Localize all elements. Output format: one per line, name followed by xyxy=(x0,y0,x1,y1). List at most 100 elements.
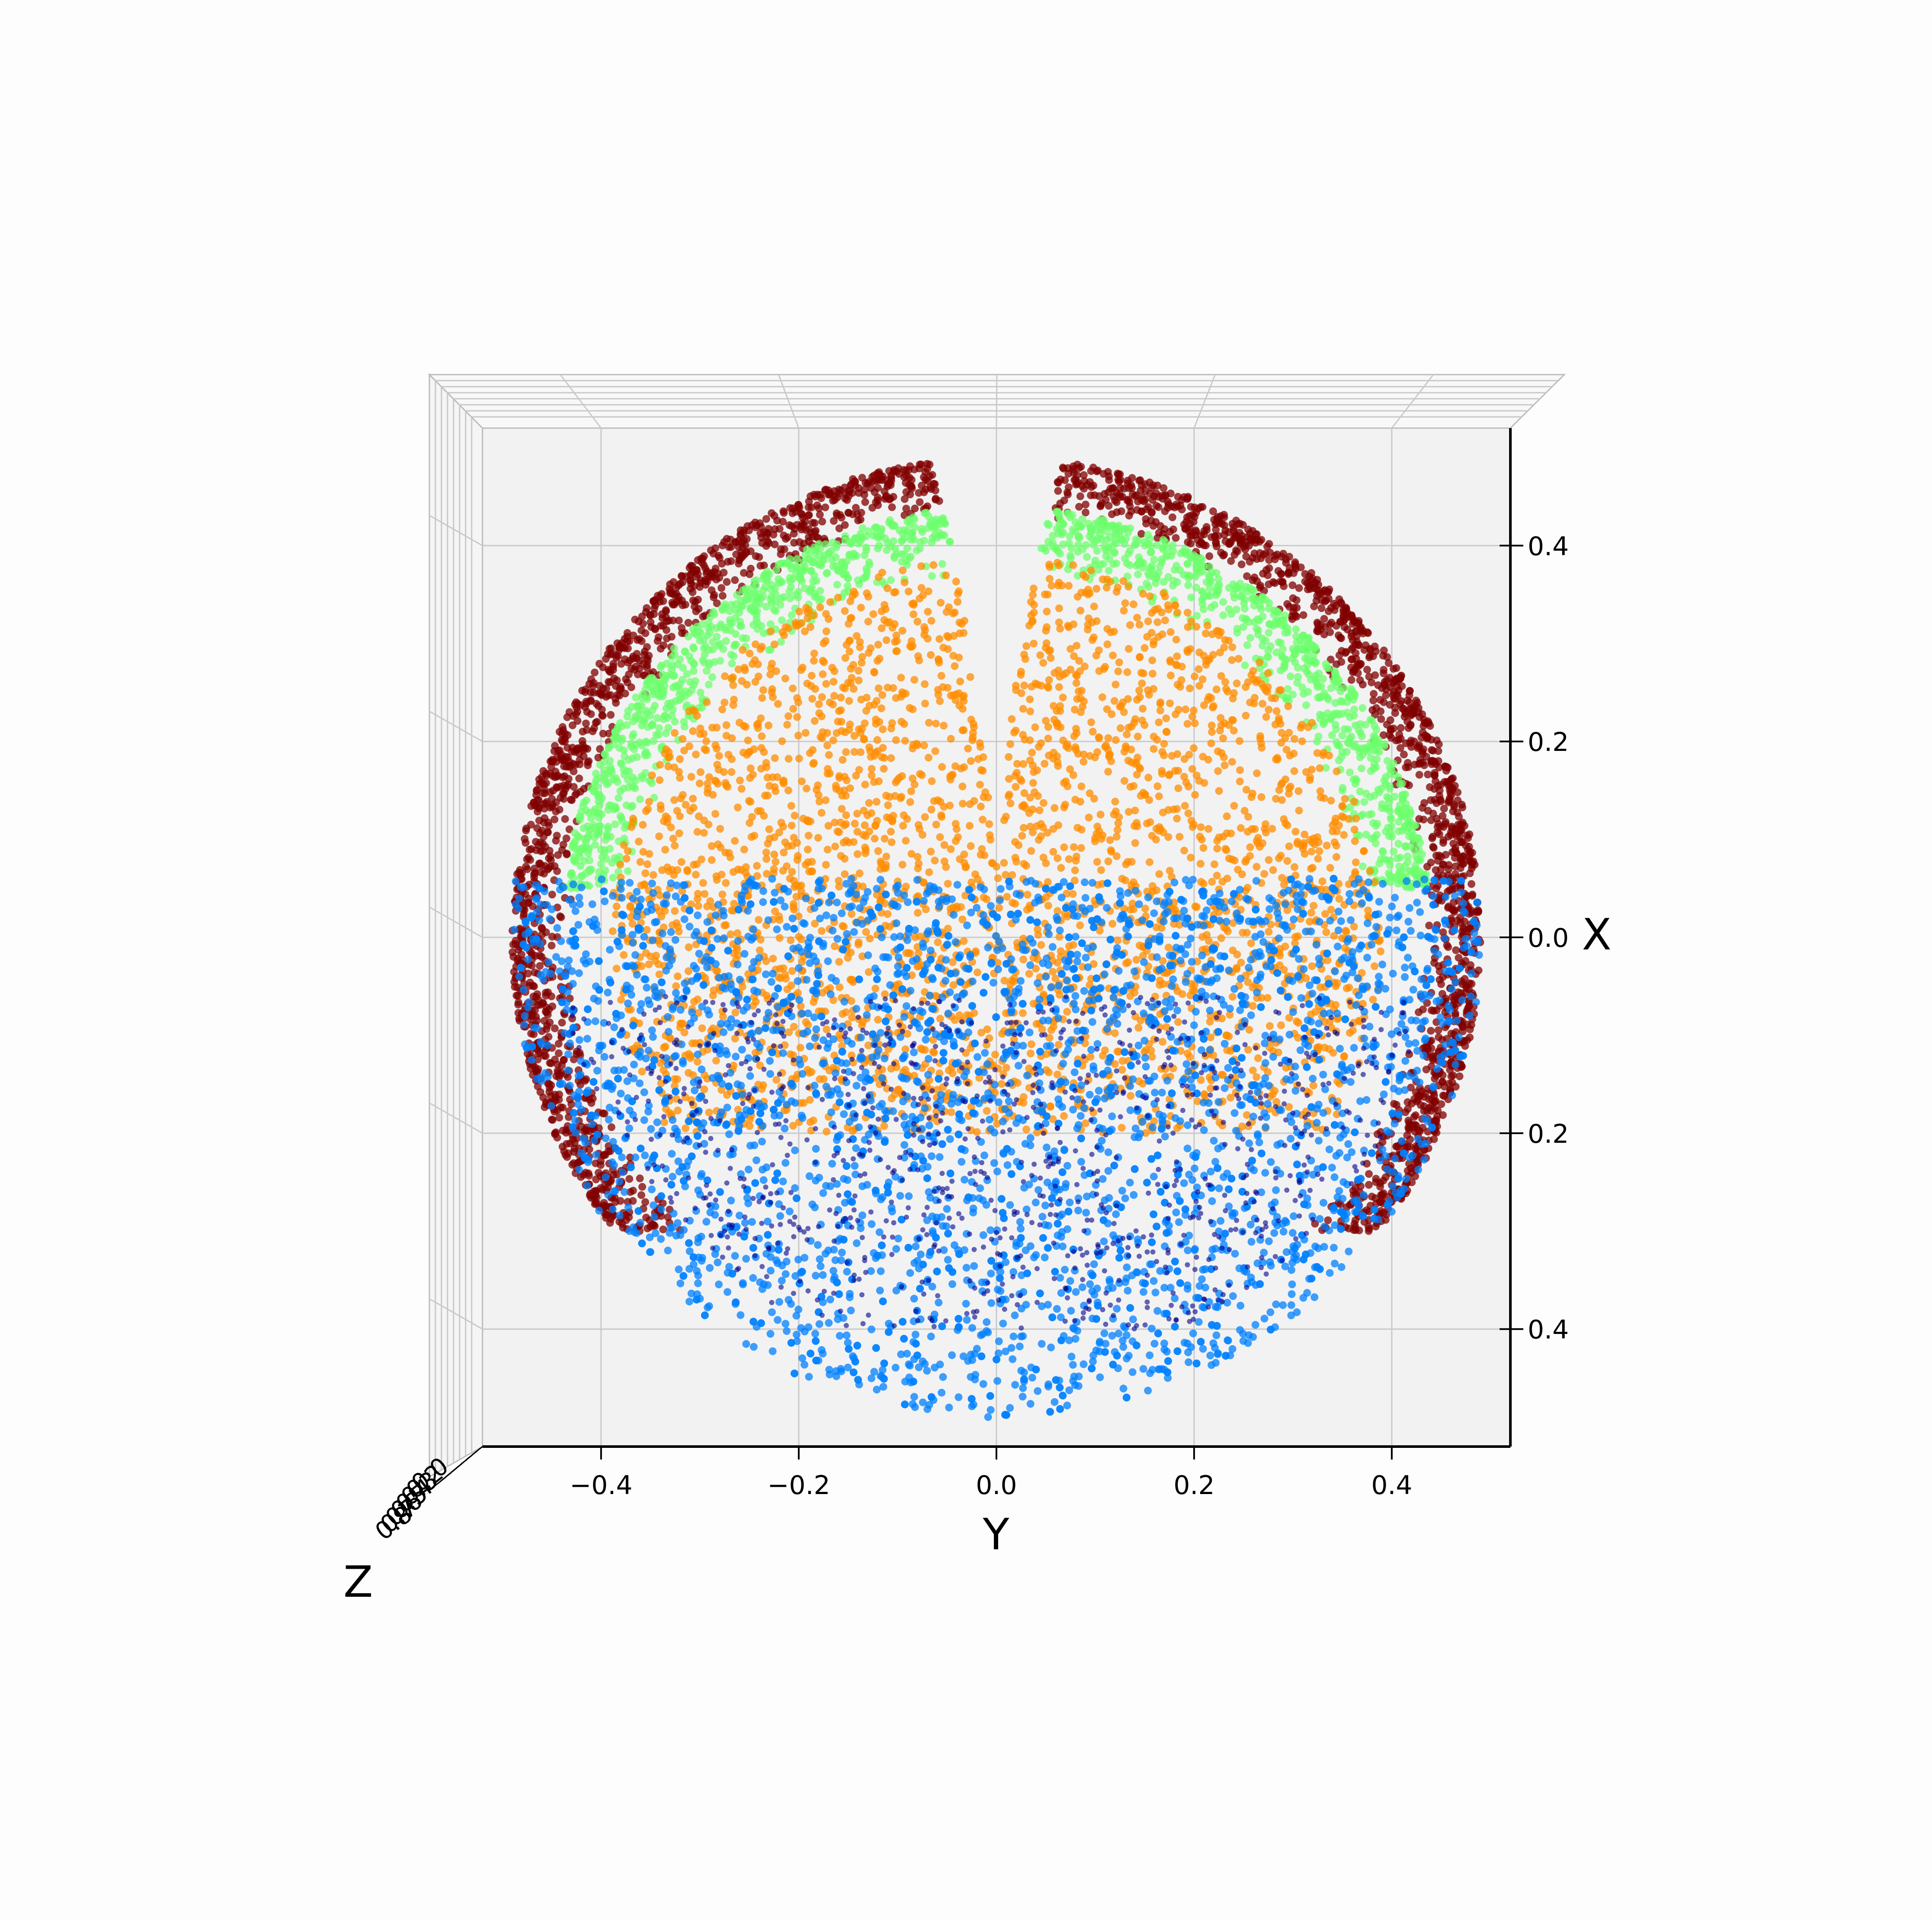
data-point xyxy=(1094,566,1103,574)
data-point xyxy=(693,1058,702,1066)
data-point xyxy=(1258,793,1265,801)
data-point xyxy=(1098,515,1106,523)
data-point xyxy=(1369,819,1377,827)
data-point xyxy=(738,553,746,561)
data-point xyxy=(648,674,656,682)
data-point xyxy=(1155,529,1163,537)
data-point xyxy=(1242,616,1250,624)
data-point xyxy=(829,736,837,744)
data-point xyxy=(1421,1043,1429,1051)
data-point xyxy=(1135,686,1143,694)
data-point xyxy=(508,948,517,956)
data-point xyxy=(1289,581,1297,590)
data-point xyxy=(902,557,910,565)
data-point xyxy=(1360,798,1368,806)
data-point xyxy=(898,861,907,869)
data-point xyxy=(936,697,944,705)
data-point xyxy=(1090,541,1097,549)
data-point xyxy=(1164,573,1172,581)
data-point xyxy=(546,1059,554,1067)
data-point xyxy=(865,561,873,569)
data-point xyxy=(696,583,704,591)
pane-edge xyxy=(441,386,1552,1470)
data-point xyxy=(1097,502,1105,511)
data-point xyxy=(818,517,826,526)
data-point xyxy=(574,717,582,725)
data-point xyxy=(1244,525,1252,533)
data-point xyxy=(758,694,766,702)
data-point xyxy=(1392,664,1400,672)
data-point xyxy=(1106,485,1115,493)
data-point xyxy=(1320,615,1328,623)
data-point xyxy=(1393,854,1401,863)
data-point xyxy=(1134,732,1142,741)
data-point xyxy=(575,774,583,782)
data-point xyxy=(514,955,522,963)
data-point xyxy=(621,752,629,760)
data-point xyxy=(1448,905,1456,913)
data-point xyxy=(639,620,647,628)
data-point xyxy=(1265,856,1273,864)
data-point xyxy=(1204,621,1211,630)
data-point xyxy=(790,539,798,547)
data-point xyxy=(692,750,700,759)
data-point xyxy=(545,847,554,855)
data-point xyxy=(1360,744,1368,752)
data-point xyxy=(1372,1175,1380,1183)
data-point xyxy=(1233,583,1242,592)
data-point xyxy=(761,583,769,591)
data-point xyxy=(1466,830,1474,839)
data-point xyxy=(536,952,544,960)
data-point xyxy=(1394,773,1403,782)
data-point xyxy=(1302,701,1310,709)
data-point xyxy=(800,565,808,573)
data-point xyxy=(712,777,720,785)
data-point xyxy=(536,1088,545,1096)
data-point xyxy=(1386,770,1394,778)
data-point xyxy=(1043,520,1052,528)
data-point xyxy=(554,772,562,780)
data-point xyxy=(1075,464,1083,472)
data-point xyxy=(705,1108,713,1116)
data-point xyxy=(826,598,834,606)
series-0 xyxy=(508,460,1484,1235)
data-point xyxy=(534,1056,542,1063)
data-point xyxy=(1346,768,1354,776)
data-point xyxy=(817,494,825,502)
data-point xyxy=(697,688,705,697)
data-point xyxy=(1241,605,1249,613)
data-point xyxy=(1380,678,1389,686)
data-point xyxy=(1425,921,1433,930)
data-point xyxy=(1316,764,1324,772)
data-point xyxy=(859,574,867,583)
data-point xyxy=(1293,604,1301,612)
data-point xyxy=(807,567,815,575)
data-point xyxy=(693,623,701,631)
data-point xyxy=(706,613,715,621)
data-point xyxy=(651,596,659,604)
data-point xyxy=(593,782,601,791)
data-point xyxy=(867,484,876,492)
data-point xyxy=(1348,687,1356,695)
data-point xyxy=(525,899,533,907)
data-point xyxy=(1377,715,1385,723)
data-point xyxy=(1464,1005,1472,1013)
data-point xyxy=(1333,676,1341,684)
data-point xyxy=(571,761,580,769)
data-point xyxy=(1371,643,1379,650)
data-point xyxy=(1243,572,1251,580)
data-point xyxy=(574,1159,582,1167)
data-point xyxy=(625,670,633,678)
data-point xyxy=(1258,641,1267,649)
data-point xyxy=(637,626,646,634)
data-point xyxy=(597,690,605,698)
data-point xyxy=(551,862,559,870)
data-point xyxy=(902,504,910,513)
data-point xyxy=(630,730,638,738)
data-point xyxy=(1121,555,1129,563)
data-point xyxy=(756,561,765,570)
data-point xyxy=(1064,470,1072,478)
data-point xyxy=(936,599,945,607)
data-point xyxy=(1168,513,1176,521)
data-point xyxy=(769,530,778,539)
